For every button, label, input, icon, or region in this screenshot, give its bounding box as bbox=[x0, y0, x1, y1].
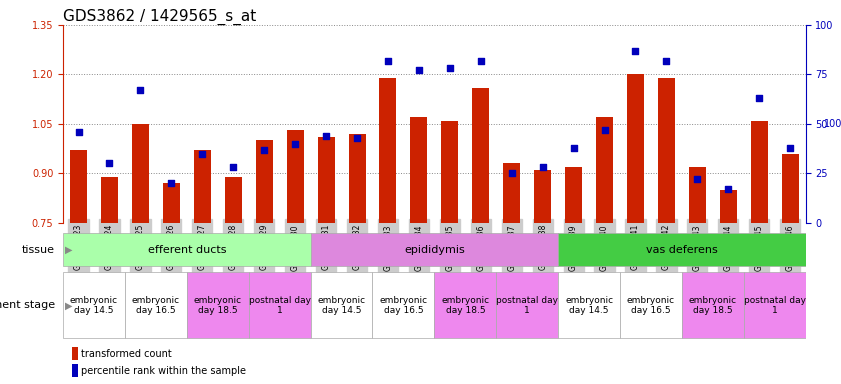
Bar bbox=[348, 134, 366, 223]
Bar bbox=[565, 167, 582, 223]
Point bbox=[288, 141, 302, 147]
Text: epididymis: epididymis bbox=[404, 245, 465, 255]
Point bbox=[659, 58, 673, 64]
Text: tissue: tissue bbox=[22, 245, 55, 255]
Point bbox=[784, 144, 797, 151]
Bar bbox=[596, 117, 613, 223]
Point bbox=[505, 170, 518, 176]
Bar bbox=[689, 167, 706, 223]
Bar bbox=[620, 272, 682, 338]
Bar bbox=[373, 272, 434, 338]
Bar bbox=[72, 347, 78, 360]
Bar bbox=[318, 137, 335, 223]
Bar bbox=[473, 88, 489, 223]
Bar bbox=[781, 154, 799, 223]
Bar bbox=[534, 170, 551, 223]
Text: embryonic
day 18.5: embryonic day 18.5 bbox=[193, 296, 242, 315]
Point bbox=[134, 87, 147, 93]
Bar bbox=[720, 190, 737, 223]
Bar bbox=[163, 183, 180, 223]
Point bbox=[257, 146, 271, 152]
Text: ▶: ▶ bbox=[65, 300, 72, 310]
Bar bbox=[410, 117, 427, 223]
Point bbox=[226, 164, 240, 170]
Text: embryonic
day 16.5: embryonic day 16.5 bbox=[132, 296, 180, 315]
Point bbox=[753, 95, 766, 101]
Text: embryonic
day 16.5: embryonic day 16.5 bbox=[379, 296, 427, 315]
Text: development stage: development stage bbox=[0, 300, 55, 310]
Text: embryonic
day 18.5: embryonic day 18.5 bbox=[442, 296, 489, 315]
Text: postnatal day
1: postnatal day 1 bbox=[249, 296, 310, 315]
Bar bbox=[558, 272, 620, 338]
Bar bbox=[627, 74, 644, 223]
Bar bbox=[434, 272, 496, 338]
Text: embryonic
day 16.5: embryonic day 16.5 bbox=[627, 296, 675, 315]
Bar bbox=[751, 121, 768, 223]
Text: embryonic
day 14.5: embryonic day 14.5 bbox=[70, 296, 118, 315]
Point bbox=[629, 48, 643, 54]
Text: percentile rank within the sample: percentile rank within the sample bbox=[81, 366, 246, 376]
Point bbox=[536, 164, 549, 170]
Bar bbox=[503, 164, 521, 223]
Bar bbox=[187, 272, 249, 338]
Bar bbox=[442, 121, 458, 223]
Text: transformed count: transformed count bbox=[81, 349, 172, 359]
Bar bbox=[249, 272, 310, 338]
Point bbox=[196, 151, 209, 157]
Text: embryonic
day 14.5: embryonic day 14.5 bbox=[318, 296, 366, 315]
Point bbox=[598, 127, 611, 133]
Bar bbox=[125, 272, 187, 338]
Bar bbox=[256, 140, 272, 223]
Bar bbox=[558, 233, 806, 266]
Bar bbox=[496, 272, 558, 338]
Text: ▶: ▶ bbox=[65, 245, 72, 255]
Point bbox=[71, 129, 85, 135]
Bar bbox=[225, 177, 241, 223]
Text: embryonic
day 14.5: embryonic day 14.5 bbox=[565, 296, 613, 315]
Point bbox=[103, 161, 116, 167]
Point bbox=[722, 186, 735, 192]
Point bbox=[443, 65, 457, 71]
Bar bbox=[63, 233, 310, 266]
Bar bbox=[101, 177, 118, 223]
Point bbox=[412, 67, 426, 73]
Point bbox=[690, 176, 704, 182]
Bar bbox=[743, 272, 806, 338]
Bar bbox=[193, 150, 211, 223]
Bar bbox=[63, 272, 125, 338]
Text: postnatal day
1: postnatal day 1 bbox=[496, 296, 558, 315]
Point bbox=[165, 180, 178, 186]
Point bbox=[351, 135, 364, 141]
Bar bbox=[132, 124, 149, 223]
Text: vas deferens: vas deferens bbox=[646, 245, 717, 255]
Y-axis label: 100%: 100% bbox=[824, 119, 841, 129]
Point bbox=[381, 58, 394, 64]
Point bbox=[474, 58, 488, 64]
Bar bbox=[72, 364, 78, 377]
Bar bbox=[310, 272, 373, 338]
Text: postnatal day
1: postnatal day 1 bbox=[743, 296, 806, 315]
Text: efferent ducts: efferent ducts bbox=[147, 245, 226, 255]
Point bbox=[320, 132, 333, 139]
Bar bbox=[70, 150, 87, 223]
Bar bbox=[287, 131, 304, 223]
Text: embryonic
day 18.5: embryonic day 18.5 bbox=[689, 296, 737, 315]
Bar bbox=[379, 78, 396, 223]
Point bbox=[567, 144, 580, 151]
Bar bbox=[310, 233, 558, 266]
Bar bbox=[682, 272, 743, 338]
Bar bbox=[658, 78, 675, 223]
Text: GDS3862 / 1429565_s_at: GDS3862 / 1429565_s_at bbox=[63, 9, 257, 25]
